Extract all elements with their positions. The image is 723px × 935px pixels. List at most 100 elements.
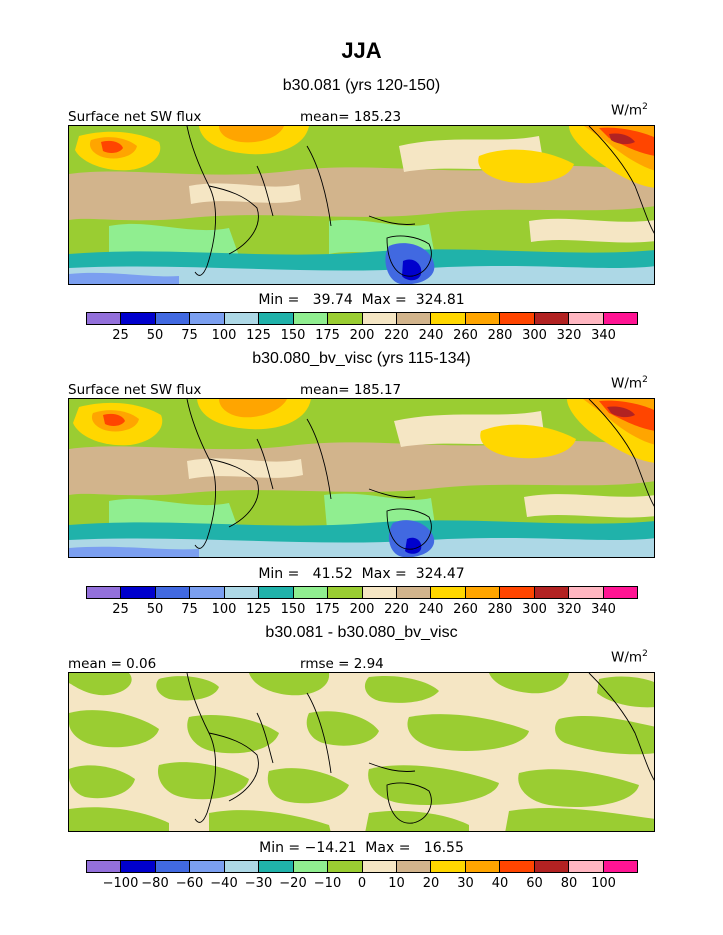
colorbar-tick-label: 100 xyxy=(211,602,237,617)
colorbar-tick-label: −80 xyxy=(141,876,169,891)
colorbar-tick-label: 10 xyxy=(388,876,405,891)
colorbar-tick-label: 30 xyxy=(457,876,474,891)
colorbar-tick-label: 40 xyxy=(491,876,509,891)
colorbar-swatch xyxy=(259,313,294,324)
colorbar-tick-label: 240 xyxy=(418,602,444,617)
panel-3-colorbar xyxy=(86,860,638,873)
colorbar-swatch xyxy=(155,861,191,872)
colorbar-tick-label: 100 xyxy=(211,328,237,343)
colorbar-swatch xyxy=(396,587,432,598)
colorbar-swatch xyxy=(500,313,535,324)
colorbar-swatch xyxy=(500,587,535,598)
colorbar-swatch xyxy=(396,313,432,324)
panel-1-colorbar xyxy=(86,312,638,325)
colorbar-tick-label: −10 xyxy=(313,876,342,891)
colorbar-tick-label: 240 xyxy=(418,328,444,343)
colorbar-swatch xyxy=(396,861,432,872)
colorbar-tick-label: −30 xyxy=(244,876,273,891)
colorbar-tick-label: 75 xyxy=(181,328,198,343)
colorbar-swatch xyxy=(224,313,260,324)
panel-1-subtitle: b30.081 (yrs 120-150) xyxy=(282,77,441,94)
panel-2-map xyxy=(68,398,655,558)
colorbar-swatch xyxy=(293,861,329,872)
colorbar-swatch xyxy=(190,313,225,324)
panel-2-variable-label: Surface net SW flux xyxy=(68,382,202,398)
panel-2-units: W/m2 xyxy=(611,375,648,392)
colorbar-tick-label: 75 xyxy=(181,602,198,617)
colorbar-swatch xyxy=(431,587,466,598)
colorbar-tick-label: 340 xyxy=(591,602,616,617)
colorbar-tick-label: 50 xyxy=(146,328,164,343)
colorbar-swatch xyxy=(224,861,260,872)
colorbar-swatch xyxy=(293,313,329,324)
colorbar-tick-label: 200 xyxy=(349,328,375,343)
panel-2-minmax: Min = 41.52 Max = 324.47 xyxy=(258,566,465,582)
colorbar-tick-label: 200 xyxy=(349,602,375,617)
colorbar-tick-label: 300 xyxy=(522,602,547,617)
colorbar-swatch xyxy=(500,861,535,872)
colorbar-tick-label: 260 xyxy=(453,602,478,617)
colorbar-swatch xyxy=(465,313,501,324)
colorbar-swatch xyxy=(362,313,397,324)
panel-2-subtitle: b30.080_bv_visc (yrs 115-134) xyxy=(252,350,471,367)
panel-1-map-field xyxy=(69,126,654,284)
colorbar-swatch xyxy=(190,861,225,872)
colorbar-swatch xyxy=(121,313,156,324)
panel-1-minmax: Min = 39.74 Max = 324.81 xyxy=(258,292,465,308)
colorbar-tick-label: 220 xyxy=(384,602,409,617)
panel-3-map xyxy=(68,672,655,832)
colorbar-tick-label: 50 xyxy=(146,602,164,617)
colorbar-swatch xyxy=(362,861,397,872)
colorbar-tick-label: 260 xyxy=(453,328,478,343)
panel-3-colorbar-ticks: −100 −80 −60 −40 −30 −20 −10 0 10 20 30 … xyxy=(86,876,638,892)
colorbar-swatch xyxy=(534,861,570,872)
colorbar-swatch xyxy=(569,587,604,598)
colorbar-tick-label: −20 xyxy=(279,876,307,891)
colorbar-tick-label: 320 xyxy=(556,602,582,617)
panel-2-mean-label: mean= 185.17 xyxy=(300,382,402,398)
colorbar-swatch xyxy=(328,313,363,324)
colorbar-swatch xyxy=(534,587,570,598)
panel-3-map-field xyxy=(69,673,654,831)
colorbar-swatch xyxy=(121,861,156,872)
colorbar-tick-label: −100 xyxy=(102,876,139,891)
colorbar-swatch xyxy=(569,313,604,324)
colorbar-swatch xyxy=(87,861,122,872)
colorbar-tick-label: 220 xyxy=(384,328,409,343)
colorbar-tick-label: 0 xyxy=(357,876,367,891)
figure-title: JJA xyxy=(341,38,382,63)
colorbar-swatch xyxy=(603,587,637,598)
panel-1-units: W/m2 xyxy=(611,102,648,119)
colorbar-swatch xyxy=(87,587,122,598)
colorbar-tick-label: 320 xyxy=(556,328,582,343)
panel-2-colorbar-ticks: 25 50 75 100 125 150 175 200 220 240 260… xyxy=(86,602,638,618)
colorbar-swatch xyxy=(328,587,363,598)
panel-3-subtitle: b30.081 - b30.080_bv_visc xyxy=(265,624,458,641)
colorbar-tick-label: 300 xyxy=(522,328,547,343)
colorbar-tick-label: 175 xyxy=(315,328,340,343)
colorbar-tick-label: 175 xyxy=(315,602,340,617)
colorbar-swatch xyxy=(259,587,294,598)
panel-1-colorbar-ticks: 25 50 75 100 125 150 175 200 220 240 260… xyxy=(86,328,638,344)
colorbar-tick-label: 280 xyxy=(487,328,513,343)
panel-1-map xyxy=(68,125,655,285)
colorbar-tick-label: −60 xyxy=(175,876,204,891)
colorbar-swatch xyxy=(431,861,466,872)
colorbar-tick-label: 150 xyxy=(280,602,306,617)
colorbar-swatch xyxy=(569,861,604,872)
colorbar-tick-label: 125 xyxy=(246,602,271,617)
colorbar-tick-label: 125 xyxy=(246,328,271,343)
colorbar-swatch xyxy=(155,587,191,598)
colorbar-tick-label: 340 xyxy=(591,328,616,343)
colorbar-tick-label: 80 xyxy=(560,876,578,891)
colorbar-swatch xyxy=(259,861,294,872)
colorbar-swatch xyxy=(87,313,122,324)
colorbar-swatch xyxy=(431,313,466,324)
colorbar-swatch xyxy=(603,861,637,872)
panel-3-rmse-label: rmse = 2.94 xyxy=(300,656,384,672)
colorbar-tick-label: 20 xyxy=(422,876,440,891)
colorbar-swatch xyxy=(465,587,501,598)
panel-2-colorbar xyxy=(86,586,638,599)
colorbar-swatch xyxy=(465,861,501,872)
panel-1-variable-label: Surface net SW flux xyxy=(68,109,202,125)
